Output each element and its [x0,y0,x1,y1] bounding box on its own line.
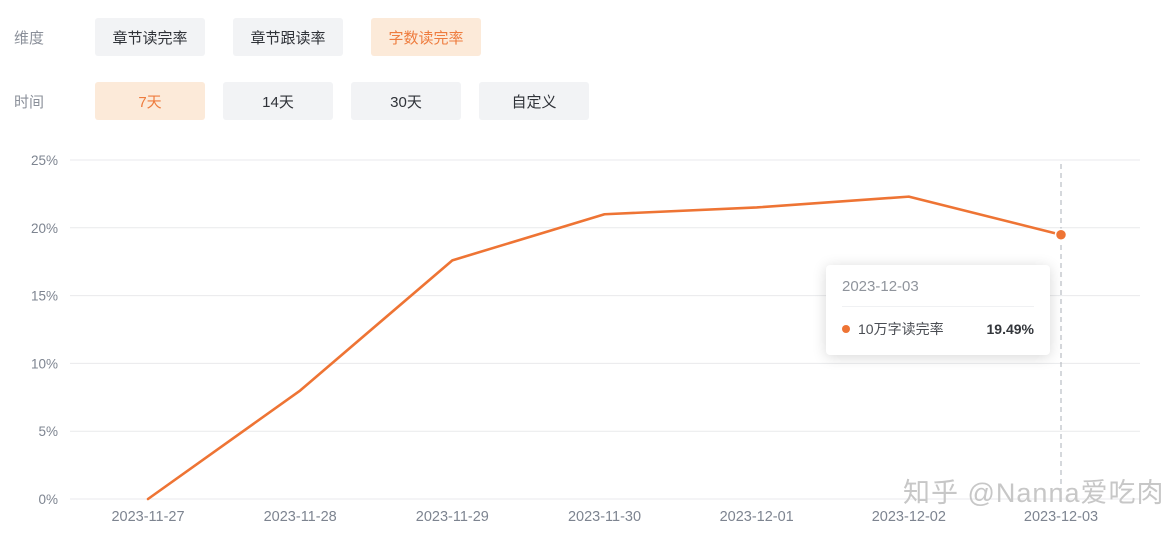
time-options: 7天 14天 30天 自定义 [95,82,589,120]
y-axis-tick-label: 20% [31,221,58,236]
time-option-14-days[interactable]: 14天 [223,82,333,120]
x-axis-tick-label: 2023-11-27 [111,509,184,525]
x-axis-tick-label: 2023-12-02 [872,509,946,525]
x-axis-tick-label: 2023-12-03 [1024,509,1098,525]
dimension-option-chapter-read-rate[interactable]: 章节读完率 [95,18,205,56]
time-option-7-days[interactable]: 7天 [95,82,205,120]
watermark: 知乎 @Nanna爱吃肉 [903,478,1165,508]
y-axis-tick-label: 25% [31,153,58,168]
highlighted-data-point[interactable] [1054,228,1068,241]
y-axis-tick-label: 0% [38,492,58,507]
y-axis-tick-label: 5% [38,424,58,439]
dimension-option-chapter-follow-rate[interactable]: 章节跟读率 [233,18,343,56]
y-axis-tick-label: 10% [31,356,58,371]
dimension-label: 维度 [14,29,45,47]
filter-controls: 维度 章节读完率 章节跟读率 字数读完率 时间 7天 14天 30天 自定义 [0,0,1172,120]
time-label: 时间 [14,93,45,111]
dimension-option-wordcount-read-rate[interactable]: 字数读完率 [371,18,481,56]
dimension-row: 维度 章节读完率 章节跟读率 字数读完率 [14,18,1172,56]
dimension-options: 章节读完率 章节跟读率 字数读完率 [95,18,481,56]
tooltip-series-value: 19.49% [986,321,1034,337]
x-axis-tick-label: 2023-11-28 [264,509,337,525]
y-axis-tick-label: 15% [31,289,58,304]
series-dot-icon [842,325,850,333]
x-axis-tick-label: 2023-11-29 [416,509,489,525]
tooltip-series-name: 10万字读完率 [858,321,944,337]
tooltip-date: 2023-12-03 [842,278,1034,307]
time-row: 时间 7天 14天 30天 自定义 [14,82,1172,120]
x-axis-tick-label: 2023-11-30 [568,509,641,525]
tooltip-series-row: 10万字读完率 19.49% [842,319,1034,339]
x-axis-tick-label: 2023-12-01 [720,509,794,525]
time-option-30-days[interactable]: 30天 [351,82,461,120]
time-option-custom[interactable]: 自定义 [479,82,589,120]
line-chart: 0% 5% 10% 15% 20% 25% 2023-11-27 2023-11-28 2023… [0,146,1172,544]
series-line [146,195,1063,501]
chart-tooltip: 2023-12-03 10万字读完率 19.49% [826,265,1050,355]
chart-canvas[interactable]: 0% 5% 10% 15% 20% 25% 2023-11-27 2023-11-28 2023… [0,146,1172,544]
